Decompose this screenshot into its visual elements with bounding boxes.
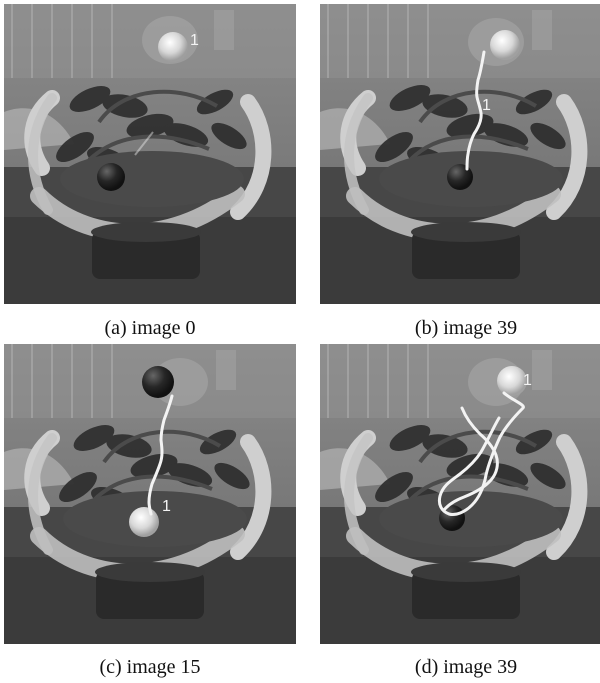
panel-b-image: 1 — [320, 4, 600, 304]
panel-d-track-label: 1 — [523, 372, 532, 389]
caption-b: (b) image 39 — [414, 317, 518, 339]
panel-c-image: 1 — [4, 344, 296, 644]
caption-d: (d) image 39 — [414, 656, 518, 678]
panel-a-image: 1 — [4, 4, 296, 304]
panel-a-track-label: 1 — [190, 32, 199, 49]
caption-c: (c) image 15 — [99, 656, 201, 678]
caption-a: (a) image 0 — [104, 317, 196, 339]
panel-c-track-label: 1 — [162, 498, 171, 515]
panel-b-track-label: 1 — [482, 97, 491, 114]
panel-d-image: 1 — [320, 344, 600, 644]
